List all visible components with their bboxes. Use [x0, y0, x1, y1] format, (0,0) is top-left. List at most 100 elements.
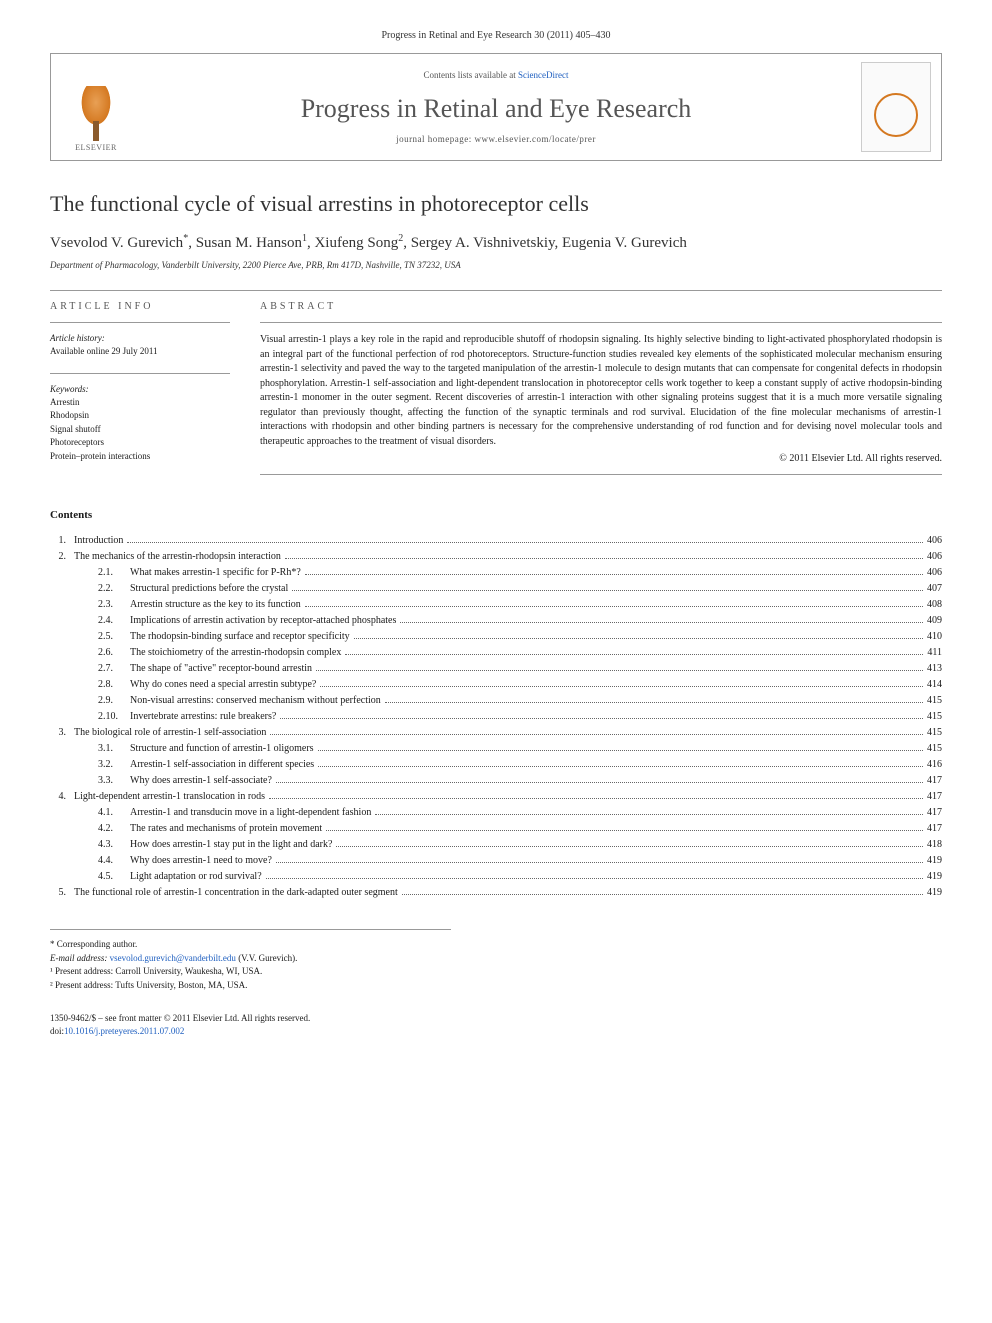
toc-leader-dots [318, 766, 923, 767]
toc-row: 2.3.Arrestin structure as the key to its… [50, 597, 942, 613]
toc-page: 406 [927, 565, 942, 581]
toc-leader-dots [320, 686, 923, 687]
email-who: (V.V. Gurevich). [236, 953, 297, 963]
toc-row: 1.Introduction406 [50, 533, 942, 549]
elsevier-tree-icon [71, 86, 121, 141]
toc-label: Why do cones need a special arrestin sub… [130, 677, 316, 693]
history-label: Article history: [50, 333, 230, 343]
toc-page: 408 [927, 597, 942, 613]
email-line: E-mail address: vsevolod.gurevich@vander… [50, 952, 451, 966]
toc-row: 4.3. How does arrestin-1 stay put in the … [50, 837, 942, 853]
toc-leader-dots [276, 862, 923, 863]
toc-row: 2.The mechanics of the arrestin-rhodopsi… [50, 549, 942, 565]
toc-row: 3.The biological role of arrestin-1 self… [50, 725, 942, 741]
toc-leader-dots [336, 846, 923, 847]
affiliation: Department of Pharmacology, Vanderbilt U… [50, 260, 942, 270]
issn-line: 1350-9462/$ – see front matter © 2011 El… [50, 1012, 942, 1025]
doi-link[interactable]: 10.1016/j.preteyeres.2011.07.002 [64, 1026, 184, 1036]
keyword-item: Signal shutoff [50, 423, 230, 437]
toc-num: 2.2. [98, 581, 122, 597]
toc-label: The rhodopsin-binding surface and recept… [130, 629, 350, 645]
toc-page: 415 [927, 709, 942, 725]
toc-leader-dots [318, 750, 923, 751]
toc-num: 2.4. [98, 613, 122, 629]
sciencedirect-link[interactable]: ScienceDirect [518, 70, 568, 80]
toc-label: What makes arrestin-1 specific for P-Rh*… [130, 565, 301, 581]
toc-num: 4.3. [98, 837, 122, 853]
toc-num: 3. [50, 725, 74, 741]
toc-row: 2.9.Non-visual arrestins: conserved mech… [50, 693, 942, 709]
toc-page: 416 [927, 757, 942, 773]
divider [260, 474, 942, 475]
toc-leader-dots [270, 734, 923, 735]
toc-row: 2.4. Implications of arrestin activation … [50, 613, 942, 629]
toc-page: 417 [927, 789, 942, 805]
author-5: Eugenia V. Gurevich [562, 235, 687, 251]
keyword-item: Arrestin [50, 396, 230, 410]
toc-row: 4.4.Why does arrestin-1 need to move?419 [50, 853, 942, 869]
toc-page: 409 [927, 613, 942, 629]
toc-label: The mechanics of the arrestin-rhodopsin … [74, 549, 281, 565]
toc-page: 406 [927, 533, 942, 549]
history-date: Available online 29 July 2011 [50, 345, 230, 359]
toc-page: 417 [927, 821, 942, 837]
toc-label: Non-visual arrestins: conserved mechanis… [130, 693, 381, 709]
toc-page: 415 [927, 725, 942, 741]
contents-available-line: Contents lists available at ScienceDirec… [161, 70, 831, 80]
contents-prefix: Contents lists available at [424, 70, 518, 80]
toc-row: 4.2.The rates and mechanisms of protein … [50, 821, 942, 837]
keywords-label: Keywords: [50, 384, 230, 394]
toc-leader-dots [345, 654, 923, 655]
divider [260, 322, 942, 323]
toc-leader-dots [402, 894, 923, 895]
author-1-sup: * [183, 233, 188, 244]
toc-page: 419 [927, 869, 942, 885]
toc-row: 3.2.Arrestin-1 self-association in diffe… [50, 757, 942, 773]
toc-label: Implications of arrestin activation by r… [130, 613, 396, 629]
toc-num: 2.1. [98, 565, 122, 581]
toc-leader-dots [354, 638, 923, 639]
toc-num: 5. [50, 885, 74, 901]
corresponding-note: * Corresponding author. [50, 938, 451, 952]
toc-page: 419 [927, 853, 942, 869]
author-4: Sergey A. Vishnivetskiy [411, 235, 555, 251]
abstract-heading: ABSTRACT [260, 301, 942, 312]
toc-leader-dots [285, 558, 923, 559]
toc-leader-dots [326, 830, 923, 831]
copyright: © 2011 Elsevier Ltd. All rights reserved… [260, 453, 942, 464]
toc-label: Why does arrestin-1 self-associate? [130, 773, 272, 789]
toc-page: 414 [927, 677, 942, 693]
toc-page: 419 [927, 885, 942, 901]
toc-row: 2.2.Structural predictions before the cr… [50, 581, 942, 597]
toc-leader-dots [305, 574, 923, 575]
toc-num: 2.6. [98, 645, 122, 661]
toc-leader-dots [266, 878, 923, 879]
toc-row: 3.3.Why does arrestin-1 self-associate?4… [50, 773, 942, 789]
toc-num: 2. [50, 549, 74, 565]
toc-row: 5.The functional role of arrestin-1 conc… [50, 885, 942, 901]
toc-num: 3.2. [98, 757, 122, 773]
toc-page: 417 [927, 805, 942, 821]
corresponding-email-link[interactable]: vsevolod.gurevich@vanderbilt.edu [110, 953, 236, 963]
toc-page: 406 [927, 549, 942, 565]
citation-line: Progress in Retinal and Eye Research 30 … [50, 30, 942, 41]
author-1: Vsevolod V. Gurevich [50, 235, 183, 251]
homepage-url: www.elsevier.com/locate/prer [475, 134, 596, 144]
toc-page: 415 [927, 741, 942, 757]
toc-num: 3.1. [98, 741, 122, 757]
toc-num: 4.4. [98, 853, 122, 869]
doi-line: doi:10.1016/j.preteyeres.2011.07.002 [50, 1025, 942, 1038]
author-2-sup: 1 [302, 233, 307, 244]
keyword-item: Rhodopsin [50, 409, 230, 423]
toc-page: 411 [927, 645, 942, 661]
toc-page: 415 [927, 693, 942, 709]
toc-label: How does arrestin-1 stay put in the ligh… [130, 837, 332, 853]
toc-row: 2.8.Why do cones need a special arrestin… [50, 677, 942, 693]
publisher-logo-area: ELSEVIER [51, 54, 141, 160]
toc-page: 418 [927, 837, 942, 853]
toc-num: 4. [50, 789, 74, 805]
toc-label: Light-dependent arrestin-1 translocation… [74, 789, 265, 805]
toc-num: 1. [50, 533, 74, 549]
toc-num: 3.3. [98, 773, 122, 789]
toc-page: 410 [927, 629, 942, 645]
